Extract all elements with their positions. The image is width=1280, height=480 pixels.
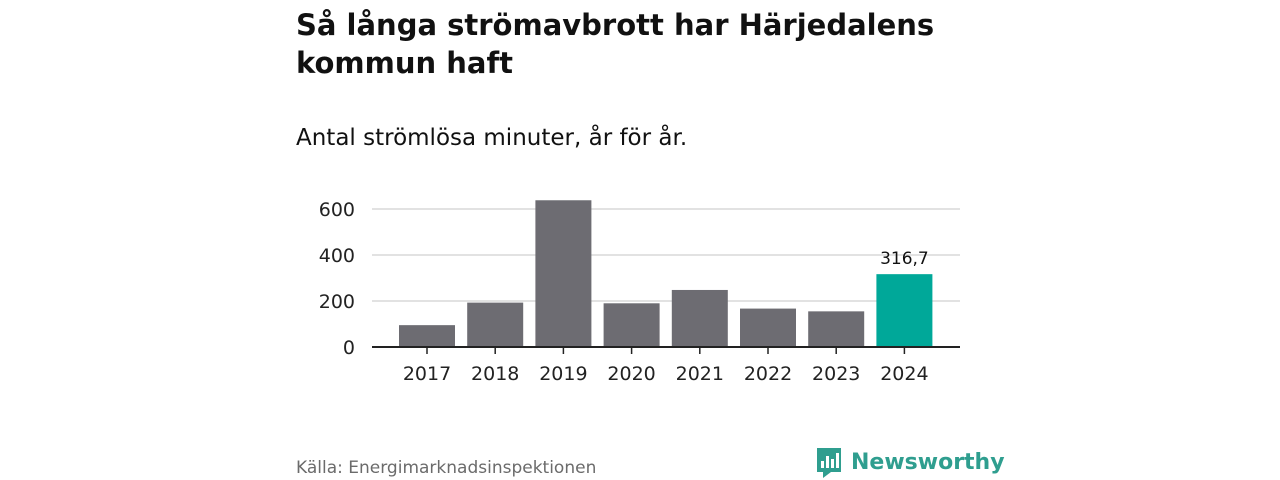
bar-2021 <box>671 289 728 347</box>
y-tick-label: 0 <box>343 337 355 359</box>
x-tick-label: 2018 <box>471 363 519 385</box>
data-label: 316,7 <box>880 249 929 269</box>
chart-subtitle: Antal strömlösa minuter, år för år. <box>296 125 688 151</box>
bar-2024 <box>876 274 933 347</box>
y-tick-label: 200 <box>319 291 355 313</box>
x-tick-label: 2017 <box>403 363 451 385</box>
bar-2023 <box>808 311 865 347</box>
bar-2020 <box>603 303 660 347</box>
source-note: Källa: Energimarknadsinspektionen <box>296 458 597 478</box>
x-tick-label: 2020 <box>607 363 655 385</box>
x-tick-label: 2021 <box>676 363 724 385</box>
brand-name: Newsworthy <box>851 450 1005 475</box>
x-tick-label: 2023 <box>812 363 860 385</box>
x-tick-label: 2019 <box>539 363 587 385</box>
y-tick-label: 400 <box>319 245 355 267</box>
bar-2022 <box>740 308 796 347</box>
x-tick-label: 2022 <box>744 363 792 385</box>
bar-2018 <box>467 302 524 347</box>
newsworthy-logo-icon <box>817 448 841 478</box>
bar-2017 <box>399 325 455 347</box>
bar-2019 <box>535 200 592 347</box>
y-tick-label: 600 <box>319 199 355 221</box>
chart-title: Så långa strömavbrott har Härjedalens ko… <box>296 8 935 80</box>
brand-logo: Newsworthy <box>815 446 1005 480</box>
x-tick-label: 2024 <box>880 363 928 385</box>
